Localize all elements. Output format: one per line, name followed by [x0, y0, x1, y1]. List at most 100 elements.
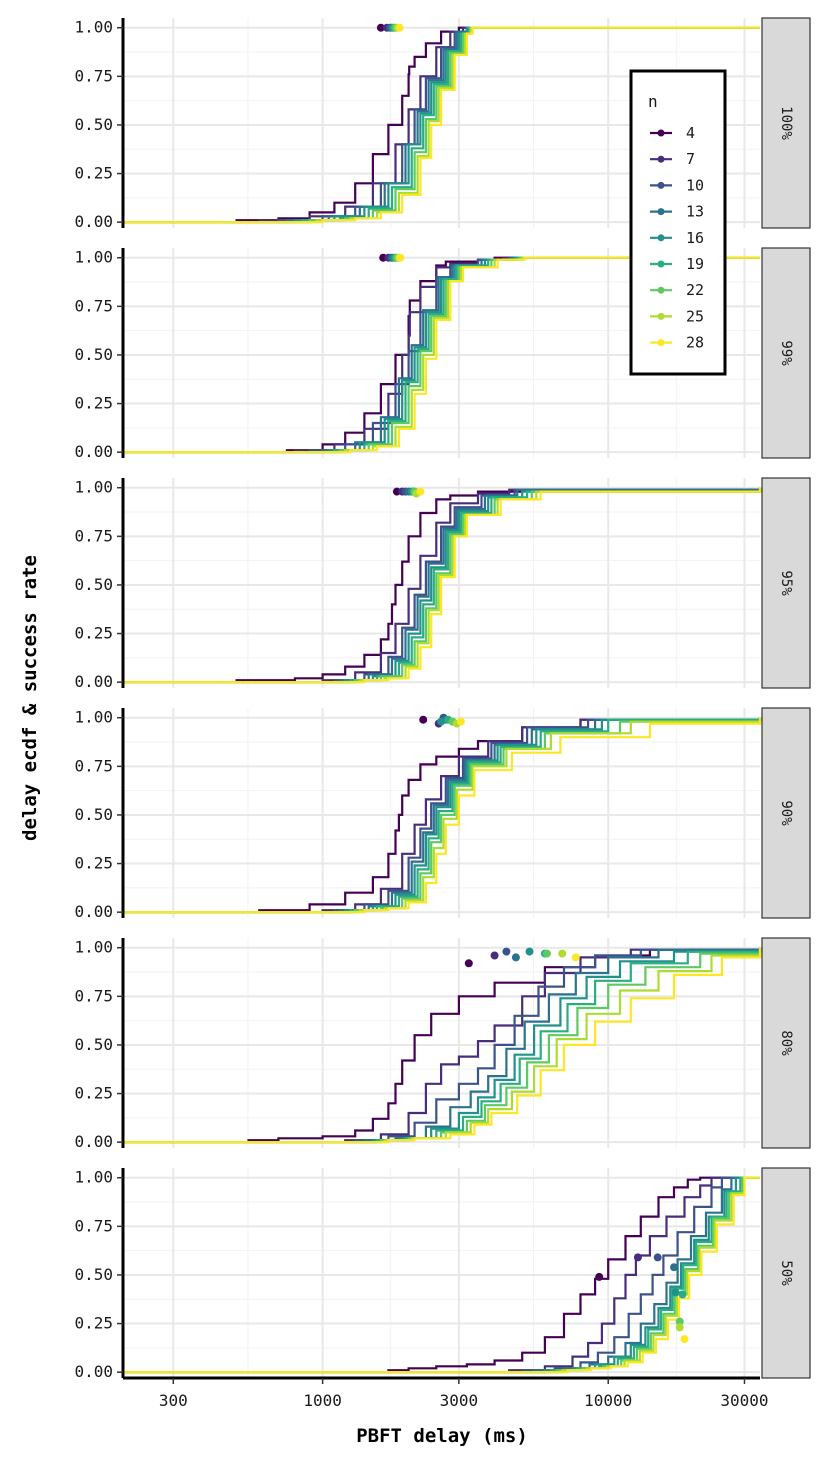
legend-key-point	[657, 339, 665, 347]
y-tick-label: 0.75	[74, 66, 113, 85]
y-tick-label: 0.75	[74, 1216, 113, 1235]
success-rate-point-n7	[633, 1253, 642, 1262]
facet-2: 0.00 0.25 0.50 0.75 1.00 95%	[74, 477, 811, 691]
success-rate-point-n28	[680, 1335, 689, 1344]
legend-entry-label: 22	[686, 281, 704, 299]
success-rate-point-n25	[558, 949, 567, 958]
legend: n 4 7 10 13 16 19 22 25 28	[629, 69, 727, 376]
success-rate-point-n16	[671, 1288, 680, 1297]
y-axis-title: delay ecdf & success rate	[19, 555, 41, 841]
ecdf-line-n13	[123, 487, 762, 684]
ecdf-line-n10	[123, 717, 762, 914]
y-tick-label: 0.25	[74, 1084, 113, 1103]
panel-background	[123, 708, 760, 918]
ecdf-line-n7	[123, 256, 760, 454]
success-rate-point-n10	[653, 1253, 662, 1262]
ecdf-line-n28	[123, 1176, 760, 1374]
facet-strip	[761, 477, 811, 689]
y-tick-label: 1.00	[74, 18, 113, 37]
legend-entry-label: 4	[686, 124, 695, 142]
facet-strip-label: 99%	[778, 340, 794, 366]
success-rate-point-n13	[511, 953, 520, 962]
y-tick-label: 1.00	[74, 708, 113, 727]
success-rate-point-n7	[490, 951, 499, 960]
facet-strip-label: 80%	[778, 1030, 794, 1056]
panel-background	[123, 938, 760, 1148]
facet-strip	[761, 707, 811, 919]
facet-strip-label: 95%	[778, 570, 794, 596]
y-tick-label: 1.00	[74, 248, 113, 267]
y-tick-label: 0.50	[74, 805, 113, 824]
legend-entry-label: 7	[686, 150, 695, 168]
ecdf-line-n16	[123, 26, 760, 224]
y-tick-label: 0.75	[74, 296, 113, 315]
legend-entry-label: 25	[686, 307, 704, 325]
facet-1: 0.00 0.25 0.50 0.75 1.00 99%	[74, 247, 811, 461]
legend-entry-label: 28	[686, 334, 704, 352]
y-tick-label: 1.00	[74, 938, 113, 957]
y-tick-label: 0.00	[74, 902, 113, 921]
ecdf-line-n28	[123, 947, 762, 1144]
success-rate-point-n28	[416, 487, 425, 496]
legend-key-point	[657, 155, 665, 163]
facet-strip-label: 90%	[778, 800, 794, 826]
success-rate-point-n19	[678, 1290, 687, 1299]
y-tick-label: 0.50	[74, 345, 113, 364]
facet-strip	[761, 17, 811, 229]
success-rate-point-n4	[464, 959, 473, 968]
success-rate-point-n13	[670, 1263, 678, 1272]
success-rate-point-n28	[456, 717, 465, 726]
facet-5: 0.00 0.25 0.50 0.75 1.00 50%	[74, 1167, 811, 1381]
success-rate-point-n25	[675, 1323, 684, 1332]
x-axis: 300 1000 3000 10000 30000	[123, 1376, 769, 1410]
y-tick-label: 0.50	[74, 115, 113, 134]
legend-key-point	[657, 208, 665, 216]
y-tick-label: 0.25	[74, 854, 113, 873]
facet-4: 0.00 0.25 0.50 0.75 1.00 80%	[74, 937, 811, 1151]
ecdf-line-n22	[123, 717, 762, 914]
ecdf-line-n25	[123, 256, 760, 454]
y-tick-label: 0.50	[74, 1265, 113, 1284]
legend-box	[629, 69, 727, 376]
ecdf-line-n4	[123, 1176, 760, 1374]
y-tick-label: 0.75	[74, 526, 113, 545]
x-tick-label: 10000	[584, 1391, 632, 1410]
legend-entry-label: 16	[686, 229, 704, 247]
y-tick-label: 0.75	[74, 986, 113, 1005]
success-rate-point-n4	[376, 23, 385, 32]
ecdf-line-n22	[123, 256, 760, 454]
x-tick-label: 3000	[440, 1391, 479, 1410]
y-tick-label: 1.00	[74, 1168, 113, 1187]
ecdf-line-n28	[123, 26, 760, 224]
legend-key-point	[657, 260, 665, 268]
ecdf-line-n7	[123, 947, 762, 1144]
success-rate-point-n28	[396, 253, 405, 262]
facet-strip	[761, 937, 811, 1149]
ecdf-line-n19	[123, 487, 762, 684]
ecdf-line-n28	[123, 487, 762, 684]
legend-key-point	[657, 129, 665, 137]
facet-strip	[761, 247, 811, 459]
y-tick-label: 0.25	[74, 394, 113, 413]
ecdf-line-n10	[123, 947, 762, 1144]
success-rate-point-n4	[595, 1272, 604, 1281]
facet-3: 0.00 0.25 0.50 0.75 1.00 90%	[74, 707, 811, 921]
ecdf-line-n16	[123, 256, 760, 454]
success-rate-point-n22	[542, 949, 551, 958]
ecdf-line-n28	[123, 256, 760, 454]
ecdf-line-n19	[123, 717, 762, 914]
ecdf-line-n13	[123, 256, 760, 454]
y-tick-label: 1.00	[74, 478, 113, 497]
ecdf-line-n7	[123, 487, 762, 684]
ecdf-line-n16	[123, 717, 762, 914]
success-rate-point-n28	[395, 23, 404, 32]
ecdf-line-n25	[123, 717, 762, 914]
ecdf-line-n7	[123, 1176, 760, 1374]
y-tick-label: 0.50	[74, 1035, 113, 1054]
success-rate-point-n16	[437, 717, 446, 726]
y-tick-label: 0.75	[74, 756, 113, 775]
x-tick-label: 1000	[303, 1391, 342, 1410]
y-tick-label: 0.00	[74, 1362, 113, 1381]
y-tick-label: 0.00	[74, 442, 113, 461]
